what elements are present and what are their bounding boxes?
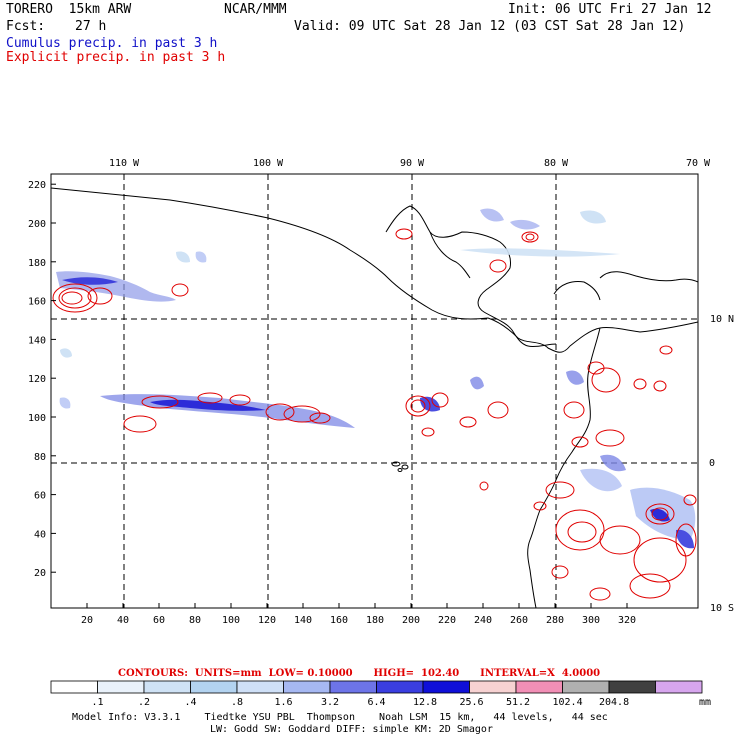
colorbar-label: .2 <box>137 697 151 708</box>
colorbar-label: 6.4 <box>367 697 386 708</box>
y-tick-label: 140 <box>28 335 46 346</box>
colorbar-swatch <box>283 680 331 694</box>
lon-label-100w: 100 W <box>253 158 284 169</box>
x-tick-label: 240 <box>474 615 492 626</box>
colorbar <box>50 680 703 694</box>
x-tick-label: 160 <box>330 615 348 626</box>
lon-label-70w: 70 W <box>686 158 711 169</box>
x-tick-label: 300 <box>582 615 600 626</box>
colorbar-label: 25.6 <box>459 697 484 708</box>
colorbar-label: 102.4 <box>552 697 583 708</box>
lon-label-90w: 90 W <box>400 158 425 169</box>
colorbar-label: 12.8 <box>413 697 438 708</box>
colorbar-label: 51.2 <box>506 697 531 708</box>
forecast-label: Fcst: <box>6 19 46 34</box>
colorbar-label: .4 <box>184 697 197 708</box>
forecast-hours: 27 h <box>75 19 107 34</box>
colorbar-swatch <box>50 680 98 694</box>
colorbar-label: 1.6 <box>274 697 293 708</box>
explicit-legend: Explicit precip. in past 3 h <box>6 50 226 65</box>
x-tick-label: 40 <box>117 615 129 626</box>
colorbar-swatch <box>608 680 656 694</box>
cumulus-legend: Cumulus precip. in past 3 h <box>6 36 218 51</box>
contours-info: CONTOURS: UNITS=mm LOW= 0.10000 HIGH= 10… <box>118 668 601 679</box>
colorbar-label: 204.8 <box>599 697 630 708</box>
y-tick-label: 200 <box>28 219 46 230</box>
lat-label-10s: 10 S <box>710 603 734 614</box>
colorbar-swatch <box>190 680 238 694</box>
y-axis-labels: 20 40 60 80 100 120 140 160 180 200 220 <box>28 180 46 579</box>
y-tick-label: 40 <box>34 529 46 540</box>
x-axis-labels: 20 40 60 80 100 120 140 160 180 200 220 240 260 280 30… <box>81 615 636 626</box>
y-axis-ticks <box>51 183 56 573</box>
coastline <box>50 187 699 609</box>
model-info-line2: LW: Godd SW: Goddard DIFF: simple KM: 2D… <box>210 724 493 735</box>
y-tick-label: 20 <box>34 568 46 579</box>
x-tick-label: 120 <box>258 615 276 626</box>
colorbar-swatch <box>562 680 610 694</box>
lon-label-110w: 110 W <box>109 158 140 169</box>
x-tick-label: 260 <box>510 615 528 626</box>
lat-label-0: 0 <box>709 458 715 469</box>
cumulus-precip-areas <box>56 208 696 549</box>
colorbar-swatch <box>143 680 191 694</box>
explicit-precip-contours <box>52 228 697 601</box>
lat-lon-grid <box>51 174 698 608</box>
y-tick-label: 100 <box>28 413 46 424</box>
colorbar-swatch <box>97 680 145 694</box>
colorbar-swatch <box>469 680 517 694</box>
colorbar-unit: mm <box>699 697 712 708</box>
colorbar-swatch <box>655 680 703 694</box>
x-tick-label: 220 <box>438 615 456 626</box>
x-tick-label: 60 <box>153 615 165 626</box>
colorbar-label: .1 <box>91 697 104 708</box>
x-axis-ticks <box>86 603 628 608</box>
valid-time: Valid: 09 UTC Sat 28 Jan 12 (03 CST Sat … <box>294 19 686 34</box>
organization-label: NCAR/MMM <box>224 2 287 17</box>
x-tick-label: 80 <box>189 615 201 626</box>
x-tick-label: 200 <box>402 615 420 626</box>
colorbar-label: .8 <box>230 697 244 708</box>
lat-label-10n: 10 N <box>710 314 734 325</box>
y-tick-label: 220 <box>28 180 46 191</box>
y-tick-label: 180 <box>28 258 46 269</box>
colorbar-swatch <box>422 680 470 694</box>
lon-label-80w: 80 W <box>544 158 569 169</box>
colorbar-swatch <box>376 680 424 694</box>
x-tick-label: 140 <box>294 615 312 626</box>
x-tick-label: 280 <box>546 615 564 626</box>
x-tick-label: 100 <box>222 615 240 626</box>
y-tick-label: 160 <box>28 297 46 308</box>
x-tick-label: 20 <box>81 615 93 626</box>
colorbar-label: 3.2 <box>320 697 340 708</box>
x-tick-label: 180 <box>366 615 384 626</box>
init-time: Init: 06 UTC Fri 27 Jan 12 <box>508 2 712 17</box>
x-tick-label: 320 <box>618 615 636 626</box>
colorbar-swatch <box>329 680 377 694</box>
y-tick-label: 80 <box>34 452 46 463</box>
y-tick-label: 60 <box>34 491 46 502</box>
model-info-line1: Model Info: V3.3.1 Tiedtke YSU PBL Thomp… <box>72 712 608 723</box>
model-title: TORERO 15km ARW <box>6 2 132 17</box>
colorbar-swatch <box>236 680 284 694</box>
colorbar-swatch <box>515 680 563 694</box>
y-tick-label: 120 <box>28 374 46 385</box>
